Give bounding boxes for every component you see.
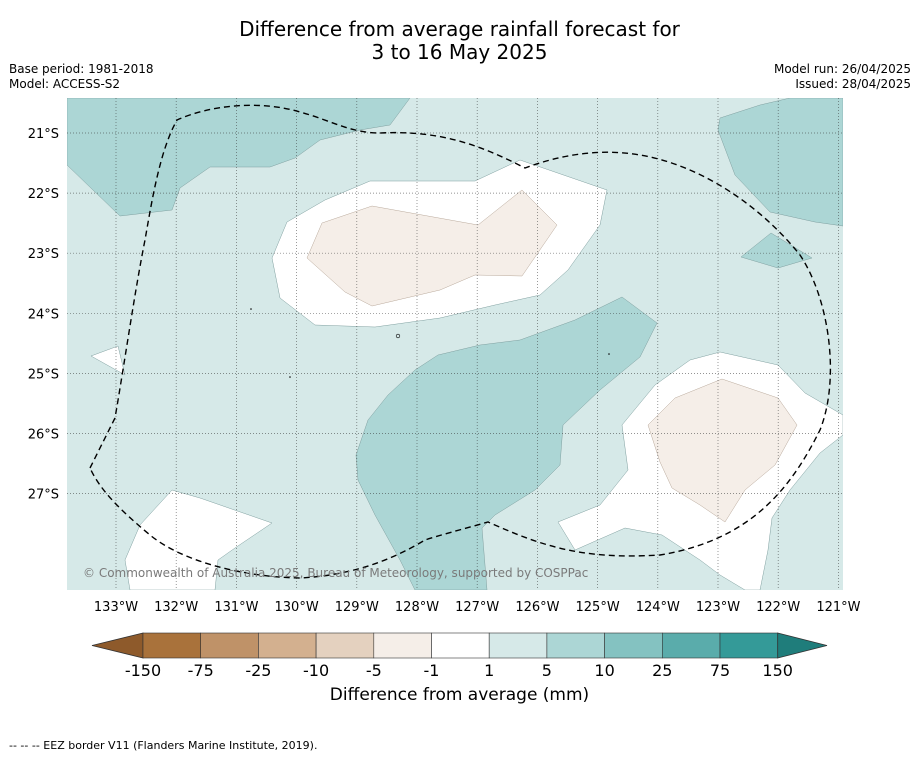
graticule bbox=[67, 98, 843, 590]
colorbar-tick-label: -25 bbox=[245, 661, 271, 680]
longitude-label: 133°W bbox=[94, 600, 138, 615]
colorbar-bin bbox=[373, 632, 432, 659]
longitude-label: 126°W bbox=[515, 600, 559, 615]
colorbar-bin bbox=[200, 632, 259, 659]
eez-legend-note: -- -- -- EEZ border V11 (Flanders Marine… bbox=[9, 739, 318, 752]
base-period-text: Base period: 1981-2018 bbox=[9, 62, 154, 76]
colorbar-bin bbox=[719, 632, 779, 659]
longitude-label: 125°W bbox=[576, 600, 620, 615]
region-5-to-10-central bbox=[355, 296, 658, 590]
longitude-labels: 133°W 132°W 131°W 130°W 129°W 128°W 127°W 126°W… bbox=[94, 600, 861, 615]
eez-border bbox=[89, 104, 832, 579]
latitude-label: 24°S bbox=[28, 307, 59, 322]
latitude-labels: 21°S 22°S 23°S 24°S 25°S 26°S 27°S bbox=[28, 127, 59, 503]
region-minus1-to-1-west-spot bbox=[90, 345, 126, 376]
longitude-label: 128°W bbox=[395, 600, 439, 615]
colorbar-extend-low bbox=[91, 632, 144, 659]
title-line-2: 3 to 16 May 2025 bbox=[371, 40, 548, 64]
colorbar-extend-high bbox=[777, 632, 828, 659]
region-minus5-to-minus1-north bbox=[306, 189, 558, 307]
latitude-label: 26°S bbox=[28, 428, 59, 443]
latitude-label: 25°S bbox=[28, 367, 59, 382]
colorbar-tick-label: 75 bbox=[710, 661, 730, 680]
region-5-to-10-northeast bbox=[717, 98, 843, 227]
latitude-label: 22°S bbox=[28, 187, 59, 202]
colorbar-bin bbox=[546, 632, 605, 659]
region-minus1-to-1-southwest bbox=[124, 489, 273, 590]
map-title: Difference from average rainfall forecas… bbox=[0, 18, 919, 64]
colorbar-tick-label: -75 bbox=[188, 661, 214, 680]
title-line-1: Difference from average rainfall forecas… bbox=[239, 17, 680, 41]
rainfall-map: © Commonwealth of Australia 2025, Bureau… bbox=[67, 98, 843, 590]
latitude-label: 23°S bbox=[28, 247, 59, 262]
colorbar-tick-label: 25 bbox=[652, 661, 672, 680]
model-text: Model: ACCESS-S2 bbox=[9, 77, 121, 91]
model-run-text: Model run: 26/04/2025 bbox=[773, 62, 911, 76]
colorbar-bin bbox=[431, 632, 490, 659]
longitude-label: 124°W bbox=[636, 600, 680, 615]
colorbar-bin bbox=[142, 632, 202, 659]
longitude-label: 129°W bbox=[335, 600, 379, 615]
colorbar-tick-label: 150 bbox=[762, 661, 793, 680]
colorbar-tick-label: -10 bbox=[303, 661, 329, 680]
colorbar: -150 -75 -25 -10 -5 -1 1 5 10 25 75 150 bbox=[91, 632, 828, 680]
latitude-label: 21°S bbox=[28, 127, 59, 142]
longitude-label: 121°W bbox=[816, 600, 860, 615]
longitude-label: 127°W bbox=[455, 600, 499, 615]
colorbar-tick-label: -5 bbox=[366, 661, 382, 680]
region-minus5-to-minus1-southeast bbox=[647, 378, 798, 523]
colorbar-bin bbox=[661, 632, 721, 659]
longitude-label: 122°W bbox=[756, 600, 800, 615]
longitude-label: 132°W bbox=[154, 600, 198, 615]
colorbar-bin bbox=[604, 632, 663, 659]
metadata-left: Base period: 1981-2018 Model: ACCESS-S2 bbox=[9, 62, 154, 92]
longitude-label: 131°W bbox=[214, 600, 258, 615]
colorbar-bin bbox=[315, 632, 375, 659]
colorbar-label: Difference from average (mm) bbox=[329, 685, 590, 705]
copyright-text: © Commonwealth of Australia 2025, Bureau… bbox=[83, 566, 588, 580]
issued-text: Issued: 28/04/2025 bbox=[795, 77, 911, 91]
region-5-to-10-small-east bbox=[740, 232, 813, 269]
colorbar-tick-label: -150 bbox=[125, 661, 161, 680]
metadata-right: Model run: 26/04/2025 Issued: 28/04/2025 bbox=[774, 62, 911, 92]
longitude-label: 123°W bbox=[696, 600, 740, 615]
colorbar-tick-label: 10 bbox=[594, 661, 614, 680]
colorbar-tick-label: 1 bbox=[484, 661, 494, 680]
region-5-to-10-northwest bbox=[67, 98, 411, 217]
colorbar-tick-label: -1 bbox=[424, 661, 440, 680]
longitude-label: 130°W bbox=[275, 600, 319, 615]
colorbar-bin bbox=[258, 632, 317, 659]
colorbar-bin bbox=[488, 632, 548, 659]
colorbar-tick-label: 5 bbox=[542, 661, 552, 680]
latitude-label: 27°S bbox=[28, 488, 59, 503]
